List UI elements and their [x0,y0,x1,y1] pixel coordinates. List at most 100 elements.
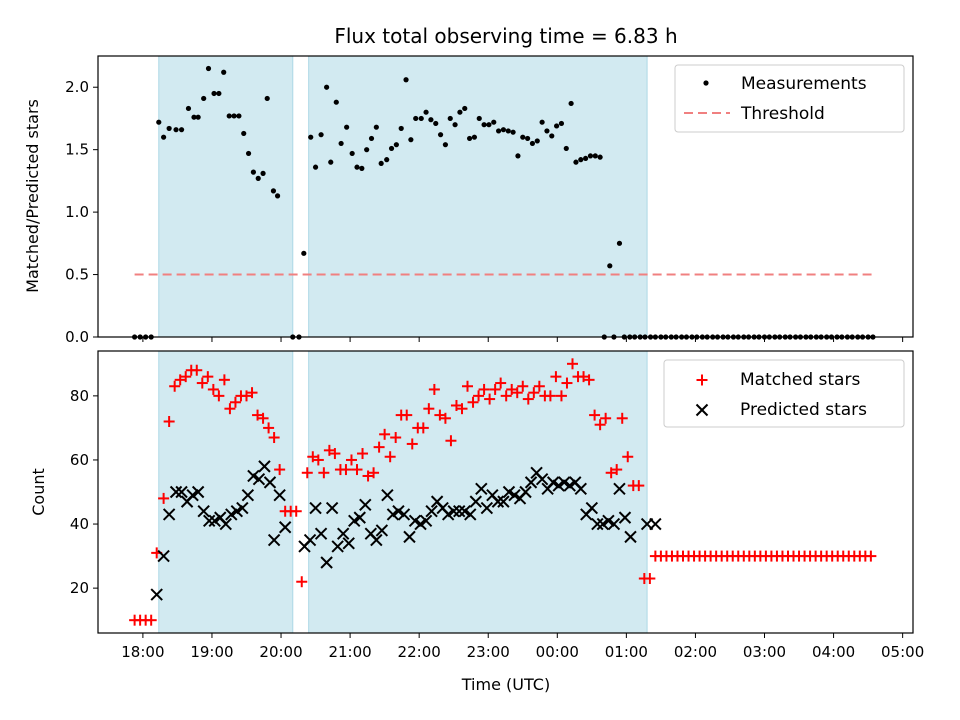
measurement-point [393,142,399,148]
matched-point [357,448,369,460]
matched-point [329,448,341,460]
predicted-point [202,514,216,528]
measurement-point [433,120,439,127]
predicted-point [469,495,483,508]
measurement-point [388,145,395,152]
predicted-point [519,485,532,499]
predicted-point [267,533,281,547]
predicted-point [381,488,394,502]
predicted-point [453,505,466,518]
measurement-point [368,135,375,142]
predicted-point [320,556,333,569]
legend-plus-glyph [696,374,708,386]
matched-point [213,390,225,402]
x-tick-label: 23:00 [467,643,510,661]
matched-point [439,412,451,424]
matched-point [257,412,269,424]
x-tick-label: 04:00 [812,643,855,661]
x-tick-label: 21:00 [328,643,371,661]
matched-point [594,419,606,431]
matched-point [180,371,192,383]
x-tick-label: 22:00 [398,643,441,661]
legend-matched-label: Matched stars [740,370,860,390]
matched-point [229,396,241,408]
matched-point [500,390,512,402]
predicted-point [197,505,210,518]
top-panel: 0.00.51.01.52.0 Matched/Predicted stars … [23,55,914,346]
measurement-point [226,113,232,119]
measurement-point [231,113,237,119]
matched-point [495,377,507,389]
matched-point [323,444,335,456]
matched-point [605,467,617,479]
measurement-point [616,240,623,246]
predicted-point [169,485,183,499]
matched-point [456,403,468,415]
matched-point [318,467,330,479]
matched-points [129,358,877,626]
predicted-point [524,476,538,489]
measurement-point [245,150,252,157]
measurement-point [255,175,261,181]
matched-point [218,374,230,386]
matched-point [268,432,280,444]
matched-point [533,380,545,392]
measurement-point [364,147,370,153]
legend-measurements-label: Measurements [741,74,867,94]
measurement-point [525,135,531,142]
measurement-point [592,153,598,159]
y-tick-label: 60 [70,451,89,469]
legend-predicted-marker [695,403,709,417]
matched-point [417,422,429,434]
measurement-point [398,125,404,132]
x-tick-label: 05:00 [881,643,924,661]
matched-point [600,412,612,424]
predicted-point [585,501,599,515]
measurement-point [211,90,217,97]
matched-point [865,550,877,562]
measurement-point [274,193,281,199]
y-tick-label: 20 [70,579,89,597]
predicted-point [370,533,383,547]
predicted-point [649,517,662,531]
y-tick-label: 0.5 [65,266,89,284]
bottom-legend-box [663,359,905,428]
x-tick-label: 00:00 [536,643,579,661]
matched-point [345,454,357,466]
predicted-point [497,495,510,508]
legend-matched-marker [696,374,708,386]
predicted-point [375,524,389,537]
matched-point [589,409,601,421]
measurement-point [195,114,201,120]
measurement-point [384,157,390,163]
measurement-point [166,125,172,132]
measurement-point [563,145,569,152]
predicted-point [397,508,411,521]
predicted-point [624,530,637,544]
predicted-point [535,472,549,486]
predicted-point [419,514,433,528]
measurement-point [216,90,222,97]
measurement-point [173,127,179,133]
measurement-point [264,95,270,102]
x-tick-label: 18:00 [121,643,164,661]
bottom-legend: Matched stars Predicted stars [663,359,905,428]
measurement-point [418,115,424,122]
measurement-point [583,155,589,162]
matched-point [428,383,440,395]
matched-point [478,383,490,395]
predicted-point [278,521,292,534]
measurement-point [338,140,344,147]
matched-point [368,467,380,479]
measurement-point [312,164,319,170]
matched-point [583,374,595,386]
measurement-point [185,105,192,112]
matched-point [174,374,186,386]
measurement-point [378,160,384,167]
measurement-point [205,65,212,72]
measurement-point [178,127,185,133]
measurement-point [491,119,497,125]
matched-point [340,464,352,476]
predicted-point [403,530,416,544]
y-tick-label: 1.0 [65,203,89,221]
